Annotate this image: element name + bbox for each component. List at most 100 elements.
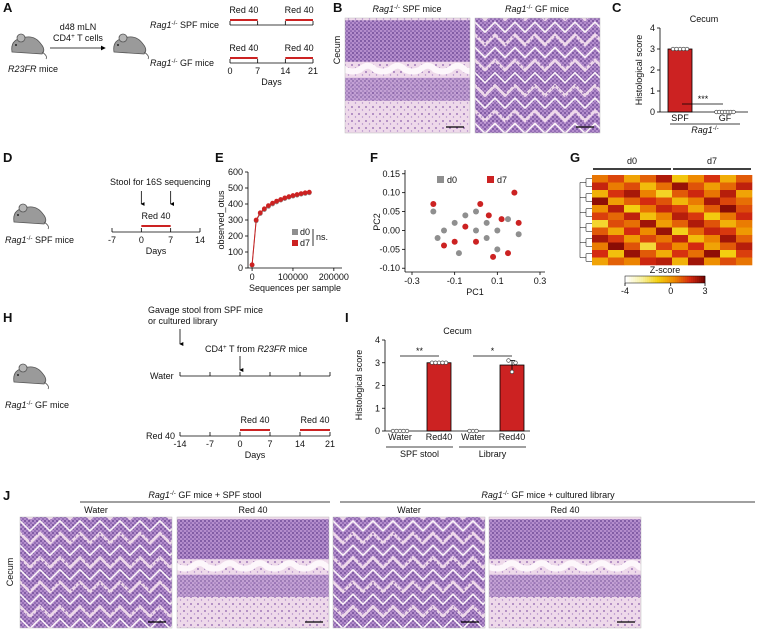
- data-point: [511, 189, 518, 196]
- label-part: Rag1: [373, 4, 395, 14]
- row-label: Red 40: [146, 431, 175, 441]
- label: observed_otus: [216, 190, 226, 250]
- heatmap-cell: [640, 182, 657, 191]
- label: Sequences per sample: [249, 283, 341, 293]
- heatmap-cell: [592, 175, 609, 183]
- timeline-tick-label: 21: [325, 439, 335, 449]
- heatmap-cell: [624, 227, 641, 236]
- heatmap-cell: [640, 205, 657, 213]
- heatmap-cell: [688, 182, 705, 191]
- heatmap-cell: [592, 235, 609, 243]
- y-tick-label: 0.15: [382, 169, 400, 179]
- heatmap-cell: [704, 182, 721, 191]
- legend-label: d7: [300, 238, 310, 248]
- y-tick-label: 500: [228, 183, 243, 193]
- data-point: [681, 46, 686, 52]
- data-point: [477, 201, 484, 207]
- heatmap-cell: [720, 212, 737, 221]
- label: Rag1-/- GF mice: [5, 400, 69, 411]
- x-tick-label: Red40: [499, 432, 526, 442]
- label: ns.: [316, 232, 328, 242]
- panel-letter: B: [333, 0, 342, 15]
- data-point: [506, 358, 511, 363]
- x-tick-label: -0.1: [447, 276, 463, 286]
- colorbar-step: [689, 276, 692, 283]
- colorbar-step: [699, 276, 702, 283]
- label: Rag1-/- GF mice + SPF stool: [148, 490, 261, 501]
- label-part: CD4: [53, 33, 71, 43]
- heatmap-cell: [656, 212, 673, 221]
- y-tick-label: 200: [228, 231, 243, 241]
- timeline-tick-label: -14: [173, 439, 186, 449]
- data-point: [731, 109, 736, 115]
- data-point: [441, 227, 447, 234]
- heatmap-cell: [640, 190, 657, 198]
- heatmap-cell: [640, 257, 657, 266]
- heatmap-cell: [592, 212, 609, 221]
- heatmap-cell: [672, 190, 689, 198]
- label: Rag1-/- SPF mice: [150, 20, 219, 31]
- heatmap-cell: [736, 212, 753, 221]
- label-part: -/-: [27, 235, 33, 242]
- colorbar-step: [655, 276, 658, 283]
- data-point: [430, 201, 437, 207]
- heatmap-cell: [672, 227, 689, 236]
- heatmap-cell: [608, 190, 625, 198]
- colorbar-step: [641, 276, 644, 283]
- heatmap-cell: [688, 235, 705, 243]
- label: d0: [627, 156, 637, 166]
- data-point: [483, 219, 490, 226]
- heatmap-cell: [704, 250, 721, 258]
- heatmap-cell: [624, 190, 641, 198]
- data-point: [430, 208, 437, 215]
- label: Days: [245, 450, 266, 460]
- label-part: mice: [37, 64, 59, 74]
- colorbar-step: [693, 276, 696, 283]
- label-part: Rag1: [5, 235, 27, 245]
- lumen: [20, 519, 172, 533]
- colorbar-step: [659, 276, 662, 283]
- heatmap-cell: [592, 205, 609, 213]
- label-part: SPF mice: [177, 20, 219, 30]
- data-point: [298, 191, 304, 197]
- treatment-label: Red 40: [229, 5, 258, 15]
- data-point: [441, 242, 447, 249]
- timeline-tick-label: 7: [255, 66, 260, 76]
- heatmap-cell: [736, 175, 753, 183]
- x-tick-label: 0.1: [491, 276, 504, 286]
- histology-image: [20, 517, 172, 628]
- x-tick-label: GF: [719, 113, 732, 123]
- colorbar-step: [701, 276, 704, 283]
- heatmap-cell: [624, 257, 641, 266]
- label-part: -/-: [503, 490, 509, 497]
- frame: [488, 516, 642, 629]
- timeline-tick-label: 14: [195, 235, 205, 245]
- histology-image: [475, 18, 600, 133]
- frame: [176, 516, 330, 629]
- colorbar-step: [671, 276, 674, 283]
- y-tick-label: 100: [228, 247, 243, 257]
- label-part: GF mice + SPF stool: [176, 490, 262, 500]
- heatmap-cell: [736, 220, 753, 228]
- timeline-tick-label: 14: [280, 66, 290, 76]
- heatmap-cell: [608, 257, 625, 266]
- heatmap-cell: [640, 197, 657, 206]
- x-tick-label: Water: [461, 432, 485, 442]
- heatmap-cell: [656, 227, 673, 236]
- label: PC2: [372, 213, 382, 231]
- heatmap-cell: [736, 250, 753, 258]
- lumen: [333, 593, 485, 606]
- legend-swatch: [292, 229, 298, 235]
- heatmap-cell: [592, 250, 609, 258]
- lumen: [333, 617, 485, 628]
- label: Z-score: [650, 265, 681, 275]
- label-part: -/-: [172, 58, 178, 65]
- lumen: [475, 21, 600, 34]
- colorbar-step: [637, 276, 640, 283]
- colorbar-step: [633, 276, 636, 283]
- heatmap-cell: [720, 175, 737, 183]
- label-part: R23FR: [257, 344, 286, 354]
- x-tick-label: SPF: [671, 113, 689, 123]
- data-point: [278, 197, 284, 202]
- data-point: [451, 219, 458, 226]
